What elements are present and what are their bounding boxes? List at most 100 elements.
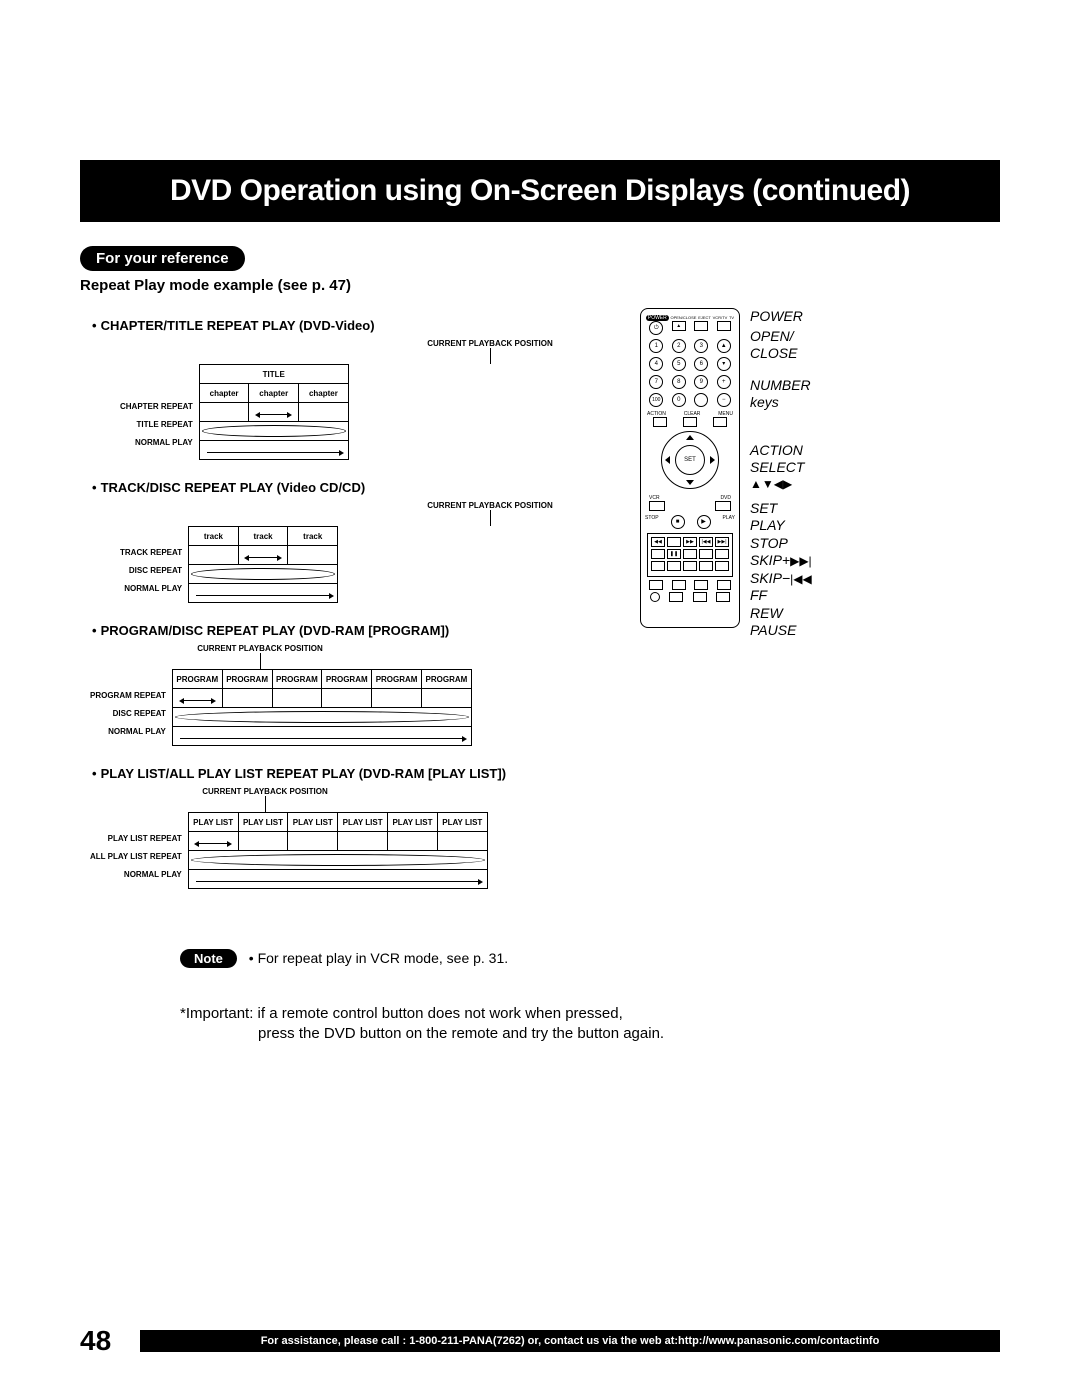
row-labels-4: PLAY LIST REPEAT ALL PLAY LIST REPEAT NO…: [90, 812, 188, 884]
set-button[interactable]: SET: [675, 445, 705, 475]
cpp-label: CURRENT PLAYBACK POSITION: [180, 644, 340, 653]
left-column: •CHAPTER/TITLE REPEAT PLAY (DVD-Video) C…: [80, 308, 640, 909]
angle-btn[interactable]: [683, 549, 697, 559]
eject-button[interactable]: [694, 321, 708, 331]
num-5[interactable]: 5: [672, 357, 686, 371]
power-button[interactable]: ⏻: [649, 321, 663, 335]
num-8[interactable]: 8: [672, 375, 686, 389]
input-btn[interactable]: [672, 580, 686, 590]
num-9[interactable]: 9: [694, 375, 708, 389]
ch-down[interactable]: ▾: [717, 357, 731, 371]
skip-minus[interactable]: |◀◀: [699, 537, 713, 547]
audio-btn[interactable]: [694, 580, 708, 590]
vcrtv-button[interactable]: [717, 321, 731, 331]
footer: 48 For assistance, please call : 1-800-2…: [80, 1325, 1000, 1357]
nav-ring[interactable]: SET: [661, 431, 719, 489]
num-3[interactable]: 3: [694, 339, 708, 353]
skip-plus-icon: ▶▶|: [790, 554, 812, 568]
side-action: ACTION: [750, 442, 812, 460]
speed-btn[interactable]: [669, 592, 683, 602]
ch-up[interactable]: ▲: [717, 339, 731, 353]
side-stop: STOP: [750, 535, 812, 553]
side-skip-minus: SKIP−: [750, 570, 790, 586]
subtitle-btn[interactable]: [683, 561, 697, 571]
add-dlt[interactable]: [694, 393, 708, 407]
vcr-button[interactable]: [649, 501, 665, 511]
side-rew: REW: [750, 605, 812, 623]
open-close-button[interactable]: ▲: [672, 321, 686, 331]
content-row: •CHAPTER/TITLE REPEAT PLAY (DVD-Video) C…: [80, 308, 1000, 909]
ab-btn[interactable]: [651, 561, 665, 571]
page: DVD Operation using On-Screen Displays (…: [0, 0, 1080, 1397]
num-100[interactable]: 100: [649, 393, 663, 407]
stop-label: STOP: [645, 515, 659, 529]
cpp-label: CURRENT PLAYBACK POSITION: [190, 787, 340, 796]
row-labels-2: TRACK REPEAT DISC REPEAT NORMAL PLAY: [120, 526, 188, 598]
vol-down[interactable]: −: [717, 393, 731, 407]
cpp-label: CURRENT PLAYBACK POSITION: [340, 501, 640, 510]
diagram-4: CURRENT PLAYBACK POSITION PLAY LIST REPE…: [90, 787, 640, 889]
num-6[interactable]: 6: [694, 357, 708, 371]
diagram-3: CURRENT PLAYBACK POSITION PROGRAM REPEAT…: [90, 644, 640, 746]
note-row: Note • For repeat play in VCR mode, see …: [180, 949, 1000, 968]
pointer-line: [265, 796, 266, 812]
clear-button[interactable]: [683, 417, 697, 427]
pause-btn[interactable]: ❚❚: [667, 549, 681, 559]
menu-button[interactable]: [713, 417, 727, 427]
display-btn[interactable]: [649, 580, 663, 590]
pointer-line: [490, 348, 491, 364]
side-play: PLAY: [750, 517, 812, 535]
search-btn[interactable]: [715, 561, 729, 571]
section-1-label: •CHAPTER/TITLE REPEAT PLAY (DVD-Video): [92, 318, 640, 333]
page-title: DVD Operation using On-Screen Displays (…: [80, 160, 1000, 222]
ff-slow[interactable]: ▶▶: [683, 537, 697, 547]
pointer-line: [490, 510, 491, 526]
side-select: SELECT: [750, 459, 812, 477]
rec-btn[interactable]: [650, 592, 660, 602]
pointer-line: [260, 653, 261, 669]
grid-3: PROGRAM PROGRAM PROGRAM PROGRAM PROGRAM …: [172, 669, 472, 746]
dvd-button-box: ◀◀ ▶▶ |◀◀ ▶▶| ❚❚: [647, 533, 733, 577]
action-button[interactable]: [653, 417, 667, 427]
play-label: PLAY: [723, 515, 735, 529]
r-tune[interactable]: [667, 537, 681, 547]
okdisc-btn[interactable]: [717, 580, 731, 590]
enter-btn[interactable]: [715, 549, 729, 559]
side-set: SET: [750, 500, 812, 518]
remote-control: POWER OPEN/CLOSE EJECT VCR/TV TV ⏻ ▲: [640, 308, 740, 628]
section-2-label: •TRACK/DISC REPEAT PLAY (Video CD/CD): [92, 480, 640, 495]
page-number: 48: [80, 1325, 140, 1357]
reset-btn[interactable]: [716, 592, 730, 602]
num-4[interactable]: 4: [649, 357, 663, 371]
remote-side-labels: POWER OPEN/CLOSE NUMBER keys ACTION SELE…: [740, 308, 812, 644]
side-open-close: OPEN/CLOSE: [750, 328, 797, 362]
side-skip-plus: SKIP+: [750, 552, 790, 568]
num-7[interactable]: 7: [649, 375, 663, 389]
num-2[interactable]: 2: [672, 339, 686, 353]
cmode-btn[interactable]: [667, 561, 681, 571]
fr-slow[interactable]: ◀◀: [651, 537, 665, 547]
zoom-btn[interactable]: [699, 549, 713, 559]
note-pill: Note: [180, 949, 237, 968]
vol-up[interactable]: +: [717, 375, 731, 389]
row-labels-3: PROGRAM REPEAT DISC REPEAT NORMAL PLAY: [90, 669, 172, 741]
side-pause: PAUSE: [750, 622, 812, 640]
prog-btn[interactable]: [693, 592, 707, 602]
tapepos-btn[interactable]: [699, 561, 713, 571]
still-btn[interactable]: [651, 549, 665, 559]
dvd-button[interactable]: [715, 501, 731, 511]
section-3-label: •PROGRAM/DISC REPEAT PLAY (DVD-RAM [PROG…: [92, 623, 640, 638]
skip-plus[interactable]: ▶▶|: [715, 537, 729, 547]
side-power: POWER: [750, 308, 812, 326]
stop-button[interactable]: ■: [671, 515, 685, 529]
num-0[interactable]: 0: [672, 393, 686, 407]
assist-bar: For assistance, please call : 1-800-211-…: [140, 1330, 1000, 1352]
num-1[interactable]: 1: [649, 339, 663, 353]
note-text: • For repeat play in VCR mode, see p. 31…: [249, 950, 508, 966]
grid-4: PLAY LIST PLAY LIST PLAY LIST PLAY LIST …: [188, 812, 488, 889]
row-labels-1: CHAPTER REPEAT TITLE REPEAT NORMAL PLAY: [120, 364, 199, 452]
right-column: POWER OPEN/CLOSE EJECT VCR/TV TV ⏻ ▲: [640, 308, 812, 644]
side-number: NUMBER: [750, 377, 812, 395]
play-button[interactable]: ▶: [697, 515, 711, 529]
grid-2: track track track: [188, 526, 338, 603]
